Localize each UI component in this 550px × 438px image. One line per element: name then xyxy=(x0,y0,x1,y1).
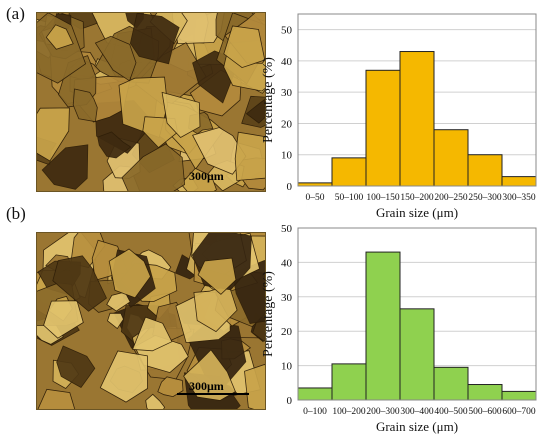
panel-label-b: (b) xyxy=(6,204,26,223)
y-tick-a-0: 0 xyxy=(287,181,293,193)
grain-b-35 xyxy=(157,376,184,398)
y-tick-a-30: 30 xyxy=(281,87,293,99)
scale-label-a: 300μm xyxy=(189,169,224,183)
y-axis-label-a: Percentage (%) xyxy=(261,57,276,143)
x-axis-label-a: Grain size (μm) xyxy=(376,205,458,220)
micrograph-grains-b xyxy=(37,233,265,409)
y-tick-b-40: 40 xyxy=(281,257,293,269)
panel-label-a: (a) xyxy=(6,4,25,23)
grain-a-60 xyxy=(129,13,180,65)
x-tick-a-2: 100–150 xyxy=(366,193,400,203)
y-tick-a-40: 40 xyxy=(281,56,293,68)
scale-bar-b xyxy=(177,393,249,395)
grain-a-48 xyxy=(121,143,186,191)
bar-a-6 xyxy=(501,176,537,187)
grain-b-37 xyxy=(107,312,124,330)
x-tick-b-5: 500–600 xyxy=(468,407,502,417)
grain-b-39 xyxy=(56,345,96,389)
bar-a-1 xyxy=(331,157,367,187)
y-tick-a-20: 20 xyxy=(281,118,293,130)
grain-b-22 xyxy=(37,388,76,409)
scale-label-b: 300μm xyxy=(189,379,224,393)
bar-a-2 xyxy=(365,69,401,187)
y-axis-label-b: Percentage (%) xyxy=(261,271,276,357)
bar-b-0 xyxy=(297,387,333,401)
grain-a-64 xyxy=(72,88,98,123)
x-tick-a-4: 200–250 xyxy=(434,193,468,203)
x-tick-a-1: 50–100 xyxy=(335,193,364,203)
grain-a-65 xyxy=(94,35,137,82)
grain-a-46 xyxy=(245,98,265,124)
y-tick-a-10: 10 xyxy=(281,150,293,162)
grain-b-69 xyxy=(52,255,108,312)
bar-b-4 xyxy=(433,366,469,401)
micrograph-grains-a xyxy=(37,13,265,191)
histogram-b: 0 10 20 30 40 50 0–100 100–200 200–300 300–400 400… xyxy=(261,223,537,434)
x-tick-a-3: 150–200 xyxy=(400,193,434,203)
grain-b-63 xyxy=(99,350,148,403)
grain-b-68 xyxy=(244,364,265,409)
bar-b-6 xyxy=(501,390,537,401)
grain-a-69 xyxy=(161,91,201,139)
y-tick-b-20: 20 xyxy=(281,326,293,338)
grain-b-29 xyxy=(145,393,166,409)
x-tick-b-3: 300–400 xyxy=(400,407,434,417)
x-tick-b-6: 600–700 xyxy=(502,407,536,417)
bar-a-5 xyxy=(467,154,503,187)
x-axis-label-b: Grain size (μm) xyxy=(376,419,458,434)
bar-a-3 xyxy=(399,51,435,187)
grain-a-35 xyxy=(192,127,247,175)
grain-a-58 xyxy=(223,25,265,69)
grain-b-67 xyxy=(183,349,236,401)
micrograph-a: 300μm xyxy=(36,12,266,192)
plot-frame-a xyxy=(297,13,537,187)
x-tick-b-4: 400–500 xyxy=(434,407,468,417)
y-tick-a-50: 50 xyxy=(281,25,293,37)
bar-b-5 xyxy=(467,384,503,401)
x-tick-b-2: 200–300 xyxy=(366,407,400,417)
grain-a-55 xyxy=(97,131,132,159)
grain-a-68 xyxy=(41,144,89,190)
y-tick-b-10: 10 xyxy=(281,361,293,373)
histogram-a: 0 10 20 30 40 50 0–50 50–100 100–150 150–200 200–2… xyxy=(261,13,537,220)
y-tick-b-0: 0 xyxy=(287,395,293,407)
grain-b-51 xyxy=(132,316,173,352)
grain-a-54 xyxy=(234,131,265,181)
grain-b-65 xyxy=(197,257,237,295)
x-tick-a-6: 300–350 xyxy=(502,193,536,203)
grain-a-63 xyxy=(37,107,70,162)
y-tick-b-30: 30 xyxy=(281,292,293,304)
bar-a-4 xyxy=(433,129,469,187)
bar-b-2 xyxy=(365,251,401,401)
x-tick-a-5: 250–300 xyxy=(468,193,502,203)
y-tick-b-50: 50 xyxy=(281,223,293,235)
grain-b-58 xyxy=(43,300,84,339)
x-tick-b-1: 100–200 xyxy=(332,407,366,417)
grain-a-66 xyxy=(45,24,74,50)
bar-b-1 xyxy=(331,363,367,401)
grain-b-60 xyxy=(108,248,151,299)
x-tick-a-0: 0–50 xyxy=(306,193,325,203)
x-tick-b-0: 0–100 xyxy=(303,407,327,417)
micrograph-b: 300μm xyxy=(36,232,266,410)
bar-b-3 xyxy=(399,308,435,401)
plot-frame-b xyxy=(297,227,537,401)
